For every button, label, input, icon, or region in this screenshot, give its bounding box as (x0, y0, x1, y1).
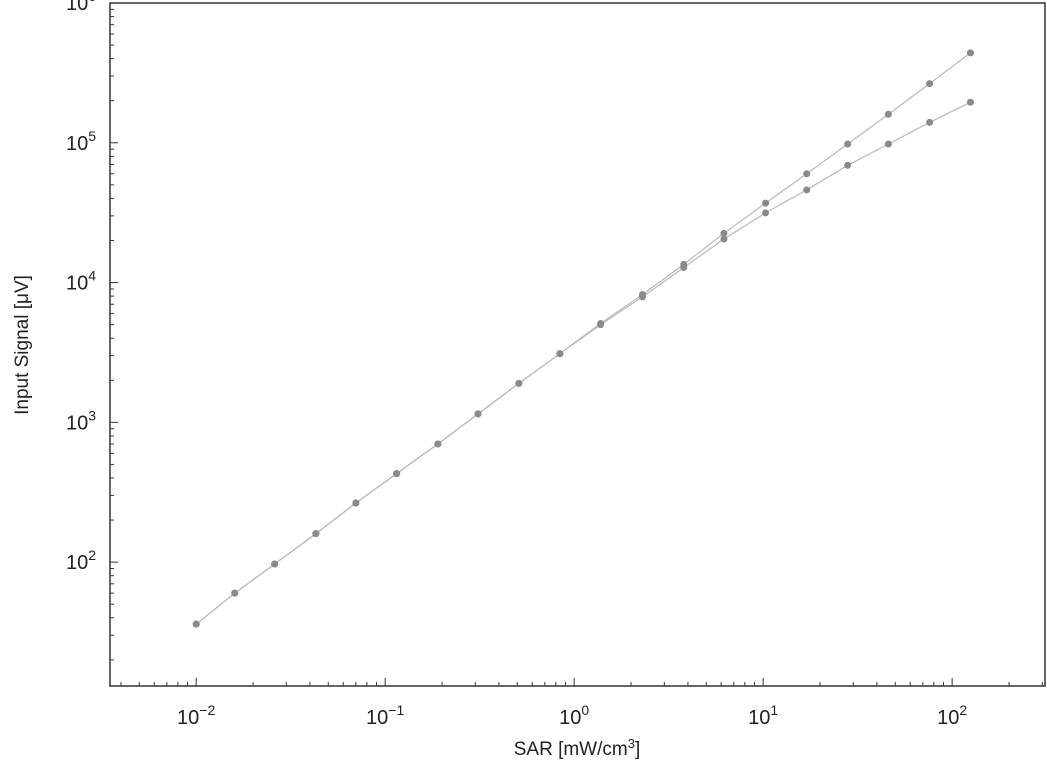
series-2-point (393, 470, 401, 478)
y-tick-label: 104 (66, 268, 96, 295)
series-1-point (844, 140, 852, 148)
series-lines (195, 52, 971, 625)
series-2-point (884, 140, 892, 148)
series-2-point (720, 235, 728, 243)
series-markers (192, 49, 974, 628)
series-1-line (195, 52, 971, 625)
series-1-point (803, 170, 811, 178)
y-axis-title: Input Signal [μV] (12, 275, 33, 415)
x-tick-label: 102 (937, 702, 967, 729)
x-tick-label: 100 (559, 702, 589, 729)
series-2-point (231, 589, 239, 597)
x-axis-ticks: 10−2 10−1 100 101 102 (120, 678, 1043, 729)
series-2-point (434, 440, 442, 448)
series-1-point (884, 110, 892, 118)
y-tick-label: 105 (66, 128, 96, 155)
series-2-point (474, 410, 482, 418)
y-tick-label: 102 (66, 547, 96, 574)
x-tick-label: 10−1 (366, 702, 404, 729)
series-1-point (966, 49, 974, 57)
series-2-point (639, 293, 647, 301)
series-1-point (720, 229, 728, 237)
x-axis-title: SAR [mW/cm3] (514, 736, 641, 760)
series-1-point (762, 199, 770, 207)
series-2-point (312, 530, 320, 538)
y-tick-label: 103 (66, 407, 96, 434)
series-2-point (680, 264, 688, 272)
series-2-point (597, 321, 605, 329)
series-1-point (926, 80, 934, 88)
y-tick-label: 106 (66, 0, 96, 15)
series-2-point (844, 161, 852, 169)
series-2-point (352, 499, 360, 507)
series-2-point (556, 350, 564, 358)
series-2-point (192, 620, 200, 628)
series-2-point (803, 186, 811, 194)
y-axis-ticks: 102 103 104 105 106 (66, 0, 118, 661)
series-2-point (271, 560, 279, 568)
series-2-line (195, 101, 971, 625)
plot-frame (109, 2, 1046, 687)
x-tick-label: 10−2 (177, 702, 215, 729)
series-2-point (966, 98, 974, 106)
x-tick-label: 101 (748, 702, 778, 729)
series-2-point (926, 118, 934, 126)
series-2-point (515, 379, 523, 387)
series-2-point (762, 209, 770, 217)
